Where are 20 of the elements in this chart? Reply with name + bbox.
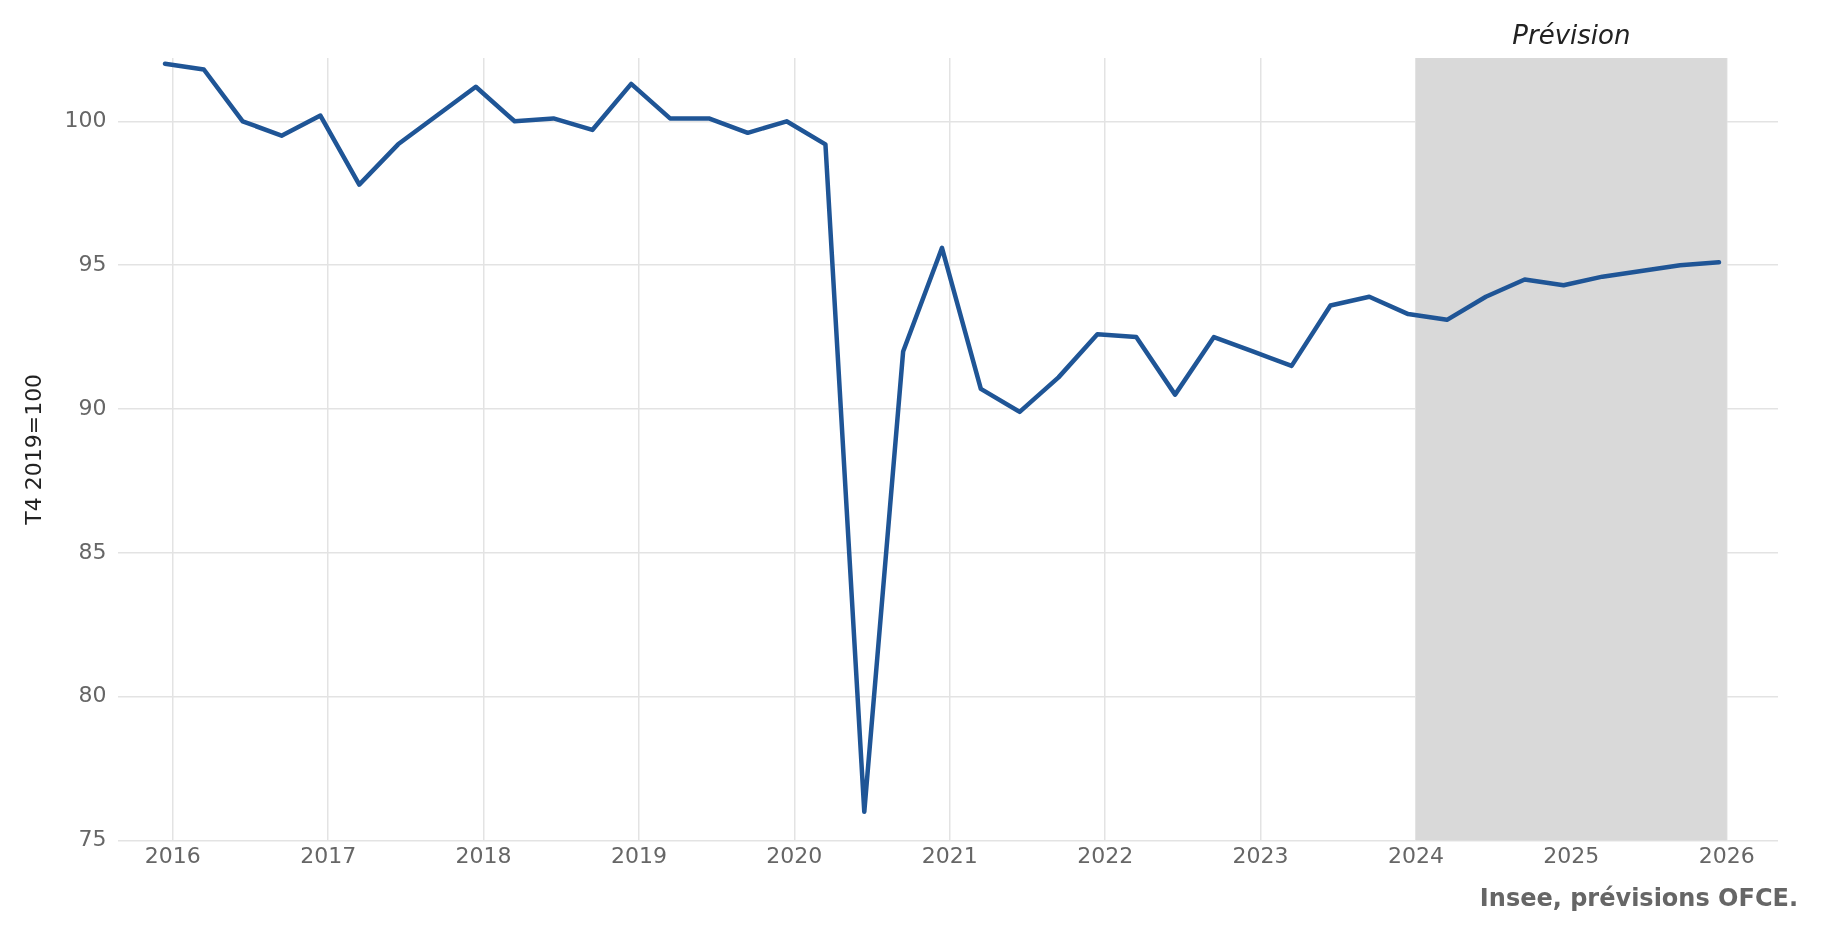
x-tick-label: 2017 <box>300 842 357 868</box>
x-tick-label: 2018 <box>455 842 512 868</box>
x-tick-label: 2026 <box>1698 842 1755 868</box>
x-tick-label: 2025 <box>1543 842 1600 868</box>
band-label: Prévision <box>1512 19 1631 50</box>
y-tick-label: 85 <box>78 538 107 564</box>
x-tick-label: 2023 <box>1232 842 1289 868</box>
y-axis-title: T4 2019=100 <box>20 373 46 526</box>
x-tick-label: 2019 <box>610 842 667 868</box>
y-tick-label: 80 <box>78 682 107 708</box>
y-tick-label: 75 <box>78 826 107 852</box>
text: Insee, prévisions OFCE. <box>1479 884 1798 913</box>
x-tick-label: 2021 <box>921 842 978 868</box>
y-tick-label: 100 <box>64 107 107 133</box>
y-tick-label: 95 <box>78 250 107 276</box>
x-tick-label: 2024 <box>1387 842 1444 868</box>
x-tick-label: 2020 <box>766 842 823 868</box>
y-tick-label: 90 <box>78 394 107 420</box>
x-tick-label: 2022 <box>1077 842 1134 868</box>
x-tick-label: 2016 <box>144 842 201 868</box>
